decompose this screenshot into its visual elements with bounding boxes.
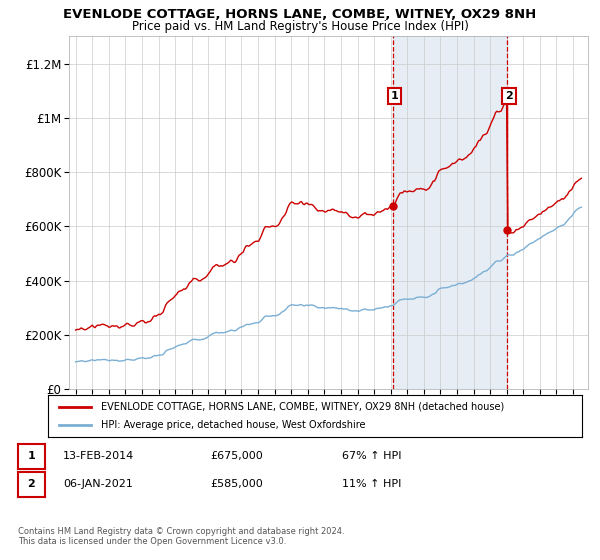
Text: Price paid vs. HM Land Registry's House Price Index (HPI): Price paid vs. HM Land Registry's House …: [131, 20, 469, 32]
Text: £675,000: £675,000: [210, 451, 263, 461]
Text: 2: 2: [28, 479, 35, 489]
Bar: [392, 36, 507, 389]
Text: 2: 2: [505, 91, 513, 101]
Text: 13-FEB-2014: 13-FEB-2014: [63, 451, 134, 461]
Text: 67% ↑ HPI: 67% ↑ HPI: [342, 451, 401, 461]
Text: EVENLODE COTTAGE, HORNS LANE, COMBE, WITNEY, OX29 8NH: EVENLODE COTTAGE, HORNS LANE, COMBE, WIT…: [64, 8, 536, 21]
Text: £585,000: £585,000: [210, 479, 263, 489]
Text: HPI: Average price, detached house, West Oxfordshire: HPI: Average price, detached house, West…: [101, 420, 366, 430]
Text: 11% ↑ HPI: 11% ↑ HPI: [342, 479, 401, 489]
Text: EVENLODE COTTAGE, HORNS LANE, COMBE, WITNEY, OX29 8NH (detached house): EVENLODE COTTAGE, HORNS LANE, COMBE, WIT…: [101, 402, 505, 412]
Text: Contains HM Land Registry data © Crown copyright and database right 2024.
This d: Contains HM Land Registry data © Crown c…: [18, 526, 344, 546]
Text: 06-JAN-2021: 06-JAN-2021: [63, 479, 133, 489]
Text: 1: 1: [391, 91, 398, 101]
Text: 1: 1: [28, 451, 35, 461]
